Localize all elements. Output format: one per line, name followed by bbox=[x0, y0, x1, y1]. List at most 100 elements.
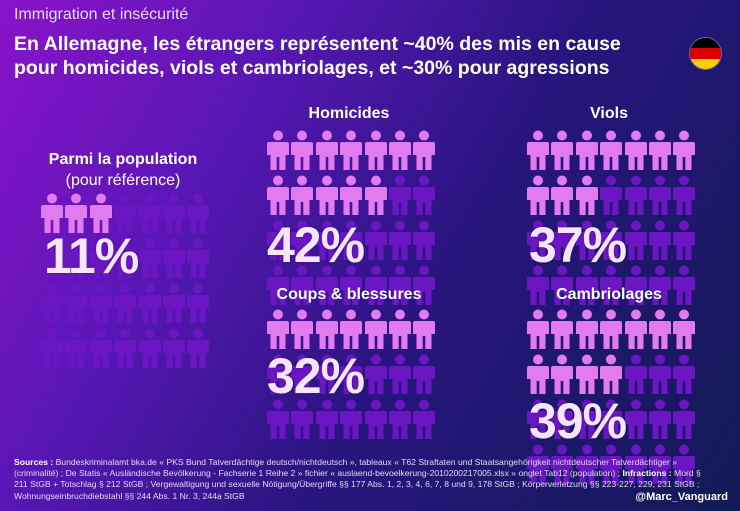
person-icon bbox=[186, 328, 210, 368]
person-icon bbox=[648, 399, 672, 439]
person-icon bbox=[550, 265, 574, 305]
person-icon bbox=[599, 399, 623, 439]
person-icon bbox=[138, 238, 162, 278]
panel-title: Coups & blessures bbox=[276, 286, 422, 303]
person-icon bbox=[64, 238, 88, 278]
person-icon bbox=[162, 328, 186, 368]
person-icon bbox=[64, 283, 88, 323]
person-icon bbox=[113, 328, 137, 368]
person-icon-highlighted bbox=[290, 309, 314, 349]
person-icon-highlighted bbox=[290, 175, 314, 215]
person-icon-highlighted bbox=[550, 130, 574, 170]
person-icon bbox=[648, 444, 672, 484]
person-icon-highlighted bbox=[575, 309, 599, 349]
person-icon-highlighted bbox=[624, 130, 648, 170]
person-icon bbox=[89, 238, 113, 278]
person-icon bbox=[526, 265, 550, 305]
person-icon bbox=[624, 399, 648, 439]
person-icon bbox=[315, 354, 339, 394]
person-icon-highlighted bbox=[526, 130, 550, 170]
person-icon bbox=[672, 175, 696, 215]
person-icon-highlighted bbox=[40, 193, 64, 233]
person-icon bbox=[648, 354, 672, 394]
percentage-label: 37% bbox=[529, 217, 627, 273]
person-icon-highlighted bbox=[550, 354, 574, 394]
panel-subtitle: (pour référence) bbox=[65, 172, 181, 189]
person-icon bbox=[550, 220, 574, 260]
person-icon-highlighted bbox=[599, 130, 623, 170]
person-icon-highlighted bbox=[266, 175, 290, 215]
person-icon-highlighted bbox=[672, 309, 696, 349]
infractions-label: Infractions : bbox=[622, 468, 672, 479]
person-icon bbox=[186, 283, 210, 323]
germany-flag-icon bbox=[689, 37, 722, 70]
person-icon bbox=[266, 354, 290, 394]
panel-viols: Viols 37% bbox=[524, 103, 696, 305]
person-icon bbox=[290, 265, 314, 305]
person-icon bbox=[364, 220, 388, 260]
panel-title: Homicides bbox=[308, 105, 390, 122]
person-icon bbox=[412, 399, 436, 439]
person-icon bbox=[599, 220, 623, 260]
person-icon bbox=[364, 354, 388, 394]
person-icon bbox=[266, 399, 290, 439]
person-icon bbox=[162, 238, 186, 278]
person-icon bbox=[575, 265, 599, 305]
person-icon bbox=[40, 238, 64, 278]
person-icon bbox=[624, 444, 648, 484]
person-icon bbox=[412, 220, 436, 260]
person-icon bbox=[648, 265, 672, 305]
person-icon-highlighted bbox=[550, 175, 574, 215]
person-icon bbox=[113, 193, 137, 233]
person-icon bbox=[412, 265, 436, 305]
person-icon bbox=[526, 444, 550, 484]
person-icon bbox=[339, 399, 363, 439]
person-icon bbox=[624, 175, 648, 215]
person-icon-highlighted bbox=[315, 175, 339, 215]
headline: En Allemagne, les étrangers représentent… bbox=[14, 33, 621, 79]
person-icon-highlighted bbox=[575, 354, 599, 394]
person-icon bbox=[113, 238, 137, 278]
person-icon bbox=[186, 193, 210, 233]
person-icon-highlighted bbox=[648, 309, 672, 349]
person-icon bbox=[339, 265, 363, 305]
percentage-label: 11% bbox=[44, 228, 139, 284]
person-icon-highlighted bbox=[526, 175, 550, 215]
person-icon bbox=[624, 220, 648, 260]
person-icon-highlighted bbox=[339, 175, 363, 215]
person-icon bbox=[290, 220, 314, 260]
person-icon-highlighted bbox=[364, 309, 388, 349]
panel-coups-blessures: Coups & blessures 32% bbox=[264, 285, 436, 445]
person-icon bbox=[624, 354, 648, 394]
person-icon bbox=[266, 265, 290, 305]
person-icon bbox=[526, 399, 550, 439]
person-icon bbox=[315, 399, 339, 439]
person-icon-highlighted bbox=[412, 309, 436, 349]
person-icon bbox=[364, 399, 388, 439]
person-icon bbox=[339, 354, 363, 394]
person-icon bbox=[339, 220, 363, 260]
person-icon-highlighted bbox=[624, 309, 648, 349]
person-icon bbox=[388, 220, 412, 260]
infractions-text: Mord § 211 StGB + Totschlag § 212 StGB ;… bbox=[14, 468, 701, 501]
person-icon-highlighted bbox=[388, 130, 412, 170]
person-icon-highlighted bbox=[364, 175, 388, 215]
person-icon-highlighted bbox=[64, 193, 88, 233]
percentage-label: 32% bbox=[267, 348, 365, 404]
person-icon bbox=[388, 399, 412, 439]
person-icon-highlighted bbox=[266, 130, 290, 170]
person-icon-highlighted bbox=[339, 309, 363, 349]
sources-text: Bundeskriminalamt bka.de « PKS Bund Tatv… bbox=[14, 457, 678, 479]
person-icon bbox=[412, 175, 436, 215]
person-icon-highlighted bbox=[266, 309, 290, 349]
person-icon bbox=[526, 220, 550, 260]
person-icon bbox=[113, 283, 137, 323]
person-icon bbox=[40, 328, 64, 368]
sources-label: Sources : bbox=[14, 457, 54, 467]
person-icon-highlighted bbox=[290, 130, 314, 170]
person-icon-highlighted bbox=[599, 354, 623, 394]
person-icon-highlighted bbox=[575, 175, 599, 215]
person-icon bbox=[290, 399, 314, 439]
person-icon bbox=[64, 328, 88, 368]
